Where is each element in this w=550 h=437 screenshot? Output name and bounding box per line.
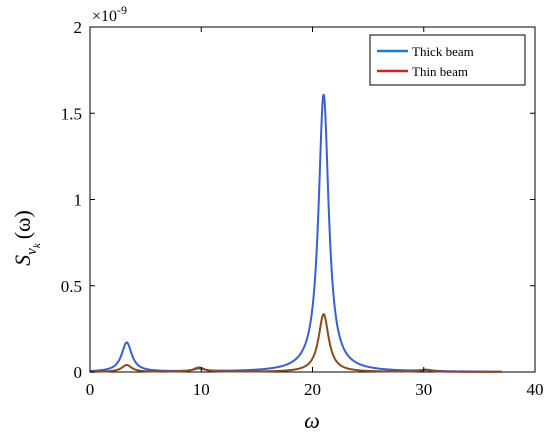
x-tick-labels: 0 10 20 30 40	[86, 380, 544, 399]
x-tick-label: 20	[304, 380, 321, 399]
x-tick-label: 0	[86, 380, 95, 399]
y-tick-label: 0	[74, 363, 83, 382]
series-line-thin-beam	[89, 312, 502, 373]
y-tick-label: 2	[74, 18, 83, 37]
legend-label-thin-beam: Thin beam	[412, 64, 468, 79]
y-axis-label: Svk(ω)	[10, 210, 43, 266]
y-tick-label: 1	[74, 191, 83, 210]
svg-text:Svk(ω): Svk(ω)	[10, 210, 43, 266]
y-tick-labels: 0 0.5 1 1.5 2	[61, 18, 82, 382]
x-tick-label: 10	[193, 380, 210, 399]
legend-box	[369, 34, 526, 86]
x-axis-label: ω	[304, 408, 320, 433]
series-lines	[89, 93, 502, 373]
y-multiplier-label: ×10-9	[92, 3, 127, 25]
axis-ticks	[89, 26, 536, 373]
legend: Thick beam Thin beam	[369, 34, 526, 86]
y-tick-label: 0.5	[61, 277, 82, 296]
x-tick-label: 40	[527, 380, 544, 399]
legend-label-thick-beam: Thick beam	[412, 44, 474, 59]
x-tick-label: 30	[415, 380, 432, 399]
y-tick-label: 1.5	[61, 104, 82, 123]
